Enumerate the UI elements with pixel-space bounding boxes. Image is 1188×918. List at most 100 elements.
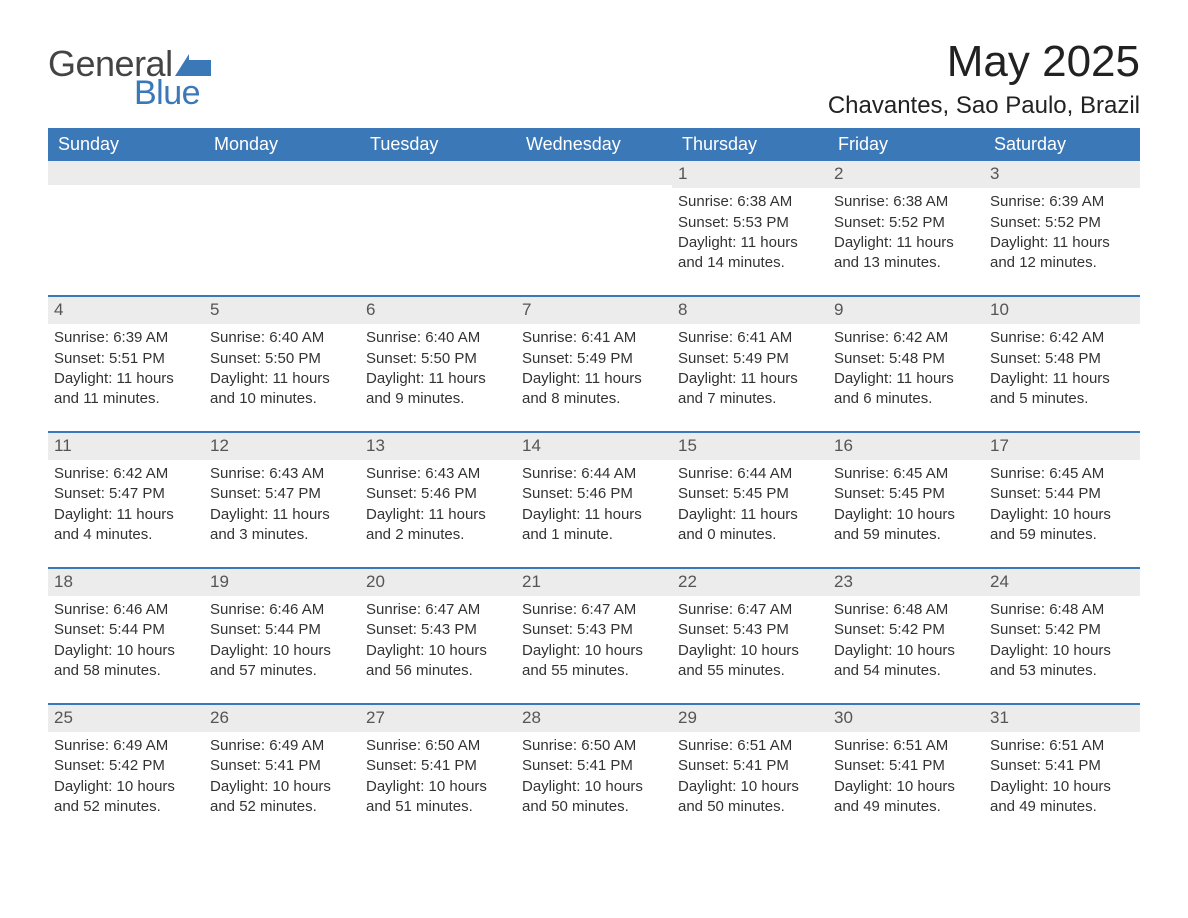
daylight-line: Daylight: 11 hours and 14 minutes. <box>678 233 822 274</box>
day-number-empty <box>516 161 672 185</box>
daylight-line: Daylight: 11 hours and 4 minutes. <box>54 505 198 546</box>
calendar-table: SundayMondayTuesdayWednesdayThursdayFrid… <box>48 128 1140 839</box>
month-title: May 2025 <box>828 38 1140 86</box>
calendar-week-row: 1Sunrise: 6:38 AMSunset: 5:53 PMDaylight… <box>48 161 1140 295</box>
calendar-week-row: 11Sunrise: 6:42 AMSunset: 5:47 PMDayligh… <box>48 433 1140 567</box>
daylight-line: Daylight: 10 hours and 59 minutes. <box>990 505 1134 546</box>
sunset-line: Sunset: 5:48 PM <box>990 349 1134 369</box>
brand-word-2: Blue <box>134 76 211 110</box>
sunset-line: Sunset: 5:44 PM <box>990 484 1134 504</box>
calendar-day-cell: 21Sunrise: 6:47 AMSunset: 5:43 PMDayligh… <box>516 569 672 703</box>
sunset-line: Sunset: 5:42 PM <box>54 756 198 776</box>
day-number: 3 <box>984 161 1140 188</box>
day-number: 24 <box>984 569 1140 596</box>
day-number: 19 <box>204 569 360 596</box>
daylight-line: Daylight: 11 hours and 11 minutes. <box>54 369 198 410</box>
calendar-day-cell: 17Sunrise: 6:45 AMSunset: 5:44 PMDayligh… <box>984 433 1140 567</box>
calendar-week-row: 4Sunrise: 6:39 AMSunset: 5:51 PMDaylight… <box>48 297 1140 431</box>
daylight-line: Daylight: 10 hours and 51 minutes. <box>366 777 510 818</box>
weekday-header: Monday <box>204 128 360 161</box>
calendar-day-cell: 8Sunrise: 6:41 AMSunset: 5:49 PMDaylight… <box>672 297 828 431</box>
sunrise-line: Sunrise: 6:43 AM <box>210 464 354 484</box>
calendar-day-cell: 24Sunrise: 6:48 AMSunset: 5:42 PMDayligh… <box>984 569 1140 703</box>
sunrise-line: Sunrise: 6:40 AM <box>366 328 510 348</box>
sunrise-line: Sunrise: 6:47 AM <box>522 600 666 620</box>
weekday-header: Sunday <box>48 128 204 161</box>
calendar-day-cell: 4Sunrise: 6:39 AMSunset: 5:51 PMDaylight… <box>48 297 204 431</box>
calendar-day-cell: 13Sunrise: 6:43 AMSunset: 5:46 PMDayligh… <box>360 433 516 567</box>
sunset-line: Sunset: 5:41 PM <box>834 756 978 776</box>
daylight-line: Daylight: 10 hours and 52 minutes. <box>54 777 198 818</box>
sunrise-line: Sunrise: 6:43 AM <box>366 464 510 484</box>
sunset-line: Sunset: 5:52 PM <box>990 213 1134 233</box>
calendar-day-cell: 1Sunrise: 6:38 AMSunset: 5:53 PMDaylight… <box>672 161 828 295</box>
day-number: 7 <box>516 297 672 324</box>
day-number-empty <box>360 161 516 185</box>
calendar-day-cell <box>360 161 516 295</box>
daylight-line: Daylight: 10 hours and 58 minutes. <box>54 641 198 682</box>
sunset-line: Sunset: 5:43 PM <box>522 620 666 640</box>
daylight-line: Daylight: 11 hours and 5 minutes. <box>990 369 1134 410</box>
calendar-day-cell: 18Sunrise: 6:46 AMSunset: 5:44 PMDayligh… <box>48 569 204 703</box>
sunrise-line: Sunrise: 6:51 AM <box>678 736 822 756</box>
calendar-day-cell <box>48 161 204 295</box>
day-number: 20 <box>360 569 516 596</box>
sunset-line: Sunset: 5:52 PM <box>834 213 978 233</box>
day-number: 10 <box>984 297 1140 324</box>
day-number: 12 <box>204 433 360 460</box>
sunrise-line: Sunrise: 6:44 AM <box>678 464 822 484</box>
calendar-day-cell <box>516 161 672 295</box>
daylight-line: Daylight: 10 hours and 57 minutes. <box>210 641 354 682</box>
sunrise-line: Sunrise: 6:49 AM <box>210 736 354 756</box>
calendar-week-row: 25Sunrise: 6:49 AMSunset: 5:42 PMDayligh… <box>48 705 1140 839</box>
calendar-day-cell: 22Sunrise: 6:47 AMSunset: 5:43 PMDayligh… <box>672 569 828 703</box>
day-number: 5 <box>204 297 360 324</box>
daylight-line: Daylight: 10 hours and 52 minutes. <box>210 777 354 818</box>
calendar-day-cell: 28Sunrise: 6:50 AMSunset: 5:41 PMDayligh… <box>516 705 672 839</box>
sunrise-line: Sunrise: 6:38 AM <box>834 192 978 212</box>
daylight-line: Daylight: 11 hours and 12 minutes. <box>990 233 1134 274</box>
daylight-line: Daylight: 11 hours and 13 minutes. <box>834 233 978 274</box>
sunset-line: Sunset: 5:45 PM <box>678 484 822 504</box>
day-number: 15 <box>672 433 828 460</box>
day-number: 29 <box>672 705 828 732</box>
day-number: 2 <box>828 161 984 188</box>
weekday-header: Saturday <box>984 128 1140 161</box>
weekday-header: Thursday <box>672 128 828 161</box>
daylight-line: Daylight: 10 hours and 50 minutes. <box>678 777 822 818</box>
day-number: 14 <box>516 433 672 460</box>
calendar-day-cell <box>204 161 360 295</box>
sunset-line: Sunset: 5:41 PM <box>678 756 822 776</box>
sunset-line: Sunset: 5:47 PM <box>54 484 198 504</box>
calendar-day-cell: 5Sunrise: 6:40 AMSunset: 5:50 PMDaylight… <box>204 297 360 431</box>
calendar-day-cell: 10 Sunrise: 6:42 AMSunset: 5:48 PMDayligh… <box>984 297 1140 431</box>
sunset-line: Sunset: 5:41 PM <box>210 756 354 776</box>
calendar-day-cell: 11 Sunrise: 6:42 AMSunset: 5:47 PMDayligh… <box>48 433 204 567</box>
sunset-line: Sunset: 5:53 PM <box>678 213 822 233</box>
sunrise-line: Sunrise: 6:40 AM <box>210 328 354 348</box>
calendar-day-cell: 14Sunrise: 6:44 AMSunset: 5:46 PMDayligh… <box>516 433 672 567</box>
day-number: 4 <box>48 297 204 324</box>
sunset-line: Sunset: 5:44 PM <box>54 620 198 640</box>
daylight-line: Daylight: 10 hours and 54 minutes. <box>834 641 978 682</box>
day-number: 8 <box>672 297 828 324</box>
sunrise-line: Sunrise: 6:42 AM <box>54 464 198 484</box>
sunset-line: Sunset: 5:45 PM <box>834 484 978 504</box>
day-number: 11 <box>48 433 204 460</box>
daylight-line: Daylight: 10 hours and 49 minutes. <box>834 777 978 818</box>
calendar-day-cell: 30Sunrise: 6:51 AMSunset: 5:41 PMDayligh… <box>828 705 984 839</box>
day-number: 17 <box>984 433 1140 460</box>
daylight-line: Daylight: 11 hours and 1 minute. <box>522 505 666 546</box>
day-number: 9 <box>828 297 984 324</box>
brand-flag-icon <box>175 54 211 76</box>
sunrise-line: Sunrise: 6:49 AM <box>54 736 198 756</box>
daylight-line: Daylight: 11 hours and 2 minutes. <box>366 505 510 546</box>
sunset-line: Sunset: 5:41 PM <box>990 756 1134 776</box>
sunrise-line: Sunrise: 6:42 AM <box>990 328 1134 348</box>
sunset-line: Sunset: 5:41 PM <box>522 756 666 776</box>
calendar-day-cell: 12Sunrise: 6:43 AMSunset: 5:47 PMDayligh… <box>204 433 360 567</box>
sunrise-line: Sunrise: 6:38 AM <box>678 192 822 212</box>
day-number-empty <box>48 161 204 185</box>
calendar-day-cell: 23Sunrise: 6:48 AMSunset: 5:42 PMDayligh… <box>828 569 984 703</box>
brand-logo: General Blue <box>48 38 211 110</box>
